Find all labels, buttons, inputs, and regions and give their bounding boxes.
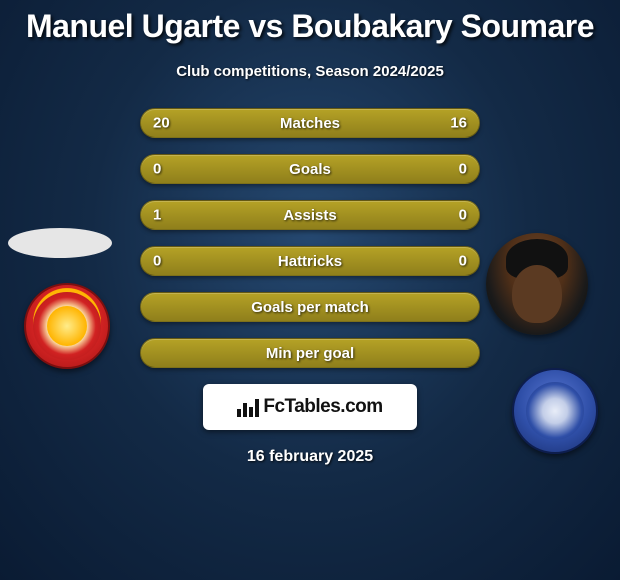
stat-row-hattricks: 0 Hattricks 0 [140, 246, 480, 276]
avatar-face [512, 265, 562, 323]
player-right-avatar [486, 233, 588, 335]
branding-text: FcTables.com [263, 396, 382, 418]
stat-right-value: 0 [459, 253, 467, 270]
bar-chart-icon [237, 397, 259, 417]
stat-right-value: 0 [459, 207, 467, 224]
stat-label: Hattricks [278, 253, 342, 270]
club-badge-core [47, 306, 87, 346]
club-badge-inner [526, 382, 584, 440]
stat-label: Min per goal [266, 345, 354, 362]
stat-row-min-per-goal: Min per goal [140, 338, 480, 368]
date-text: 16 february 2025 [0, 448, 620, 466]
stat-right-value: 16 [450, 115, 467, 132]
player-left-club-badge [24, 283, 110, 369]
stat-row-matches: 20 Matches 16 [140, 108, 480, 138]
comparison-panel: 20 Matches 16 0 Goals 0 1 Assists 0 0 Ha… [0, 108, 620, 466]
stat-left-value: 1 [153, 207, 161, 224]
stat-row-assists: 1 Assists 0 [140, 200, 480, 230]
player-left-avatar [8, 228, 112, 258]
stat-label: Matches [280, 115, 340, 132]
stat-right-value: 0 [459, 161, 467, 178]
stat-label: Assists [283, 207, 336, 224]
stat-left-value: 0 [153, 161, 161, 178]
stat-row-goals-per-match: Goals per match [140, 292, 480, 322]
fctables-logo: FcTables.com [237, 396, 382, 418]
player-right-club-badge [512, 368, 598, 454]
club-badge-inner [33, 292, 101, 360]
subtitle: Club competitions, Season 2024/2025 [0, 63, 620, 80]
page-title: Manuel Ugarte vs Boubakary Soumare [0, 0, 620, 45]
branding-badge: FcTables.com [203, 384, 417, 430]
stat-left-value: 0 [153, 253, 161, 270]
stat-left-value: 20 [153, 115, 170, 132]
stat-label: Goals [289, 161, 331, 178]
stat-row-goals: 0 Goals 0 [140, 154, 480, 184]
stat-label: Goals per match [251, 299, 369, 316]
